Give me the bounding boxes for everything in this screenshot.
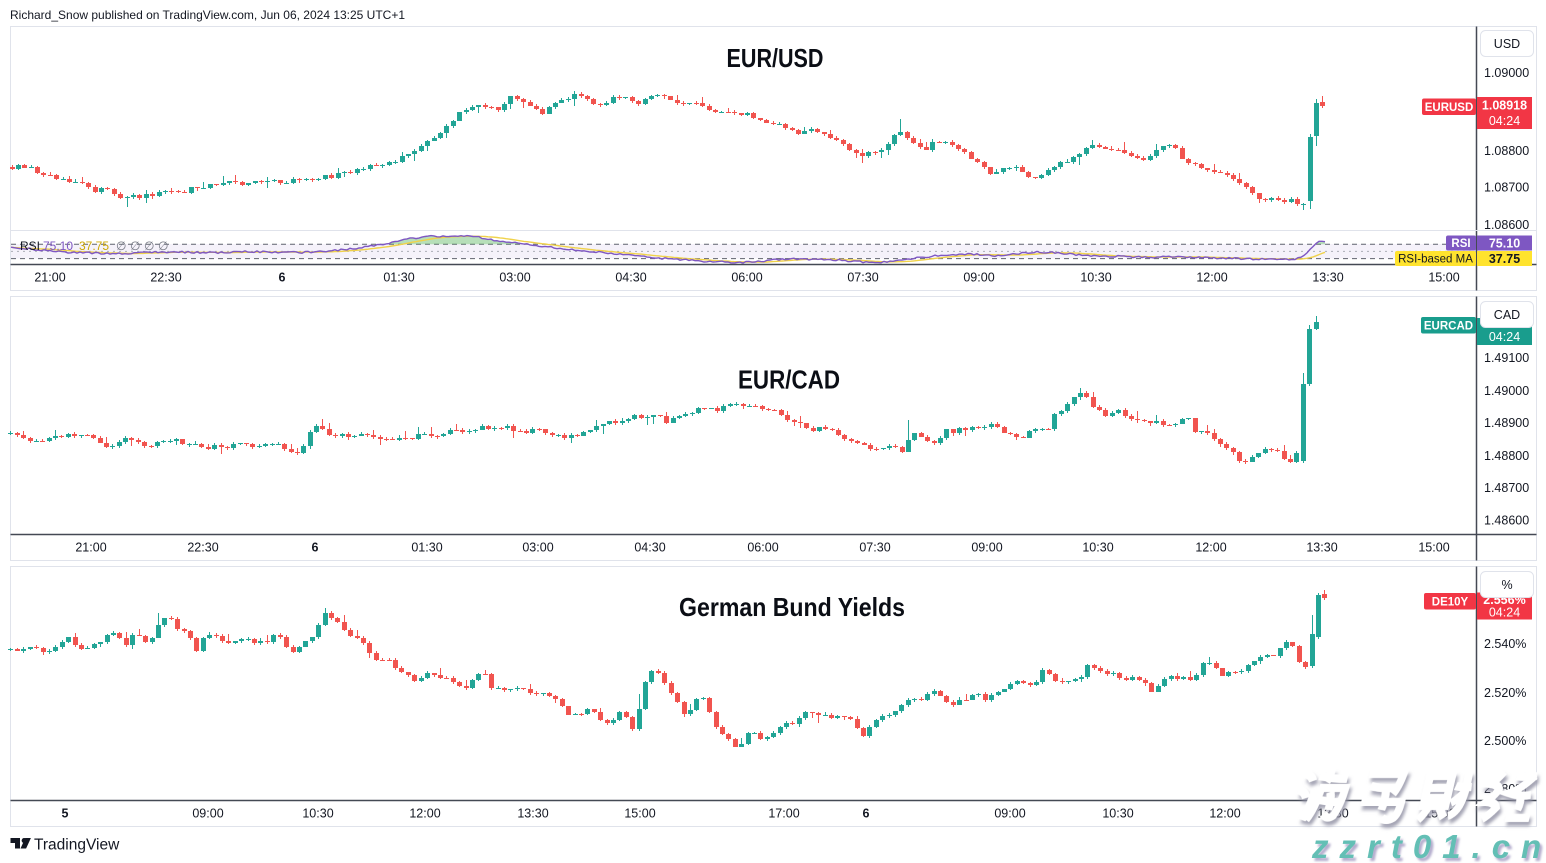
svg-text:1.08918: 1.08918	[1482, 99, 1527, 113]
svg-text:37.75: 37.75	[79, 239, 109, 253]
svg-text:21:00: 21:00	[34, 271, 65, 285]
svg-text:09:00: 09:00	[963, 271, 994, 285]
svg-text:15:00: 15:00	[1418, 541, 1449, 555]
svg-text:2.520%: 2.520%	[1484, 686, 1526, 700]
svg-text:EURUSD: EURUSD	[1425, 102, 1474, 114]
svg-text:German Bund Yields: German Bund Yields	[679, 592, 905, 622]
svg-text:1.48700: 1.48700	[1484, 481, 1529, 495]
svg-text:DE10Y: DE10Y	[1432, 596, 1469, 608]
svg-text:1.48600: 1.48600	[1484, 514, 1529, 528]
svg-text:09:00: 09:00	[971, 541, 1002, 555]
svg-text:01:30: 01:30	[383, 271, 414, 285]
svg-text:03:00: 03:00	[499, 271, 530, 285]
svg-text:2.540%: 2.540%	[1484, 637, 1526, 651]
svg-text:22:30: 22:30	[187, 541, 218, 555]
svg-text:03:00: 03:00	[522, 541, 553, 555]
svg-text:37.75: 37.75	[1489, 252, 1520, 266]
svg-text:12:00: 12:00	[1195, 541, 1226, 555]
svg-text:∅: ∅	[144, 239, 154, 253]
svg-text:1.08800: 1.08800	[1484, 144, 1529, 158]
svg-text:04:24: 04:24	[1489, 606, 1520, 620]
svg-text:09:00: 09:00	[994, 807, 1025, 821]
svg-text:6: 6	[312, 541, 319, 555]
svg-text:17:00: 17:00	[768, 807, 799, 821]
svg-text:6: 6	[279, 271, 286, 285]
svg-text:CAD: CAD	[1494, 308, 1520, 322]
svg-text:12:00: 12:00	[1196, 271, 1227, 285]
svg-text:10:30: 10:30	[1080, 271, 1111, 285]
svg-text:1.09000: 1.09000	[1484, 66, 1529, 80]
svg-text:01:30: 01:30	[411, 541, 442, 555]
svg-text:07:30: 07:30	[847, 271, 878, 285]
svg-text:EUR/USD: EUR/USD	[727, 43, 824, 73]
svg-text:RSI: RSI	[1451, 238, 1470, 250]
svg-text:21:00: 21:00	[75, 541, 106, 555]
svg-text:5: 5	[62, 807, 69, 821]
svg-text:%: %	[1501, 578, 1512, 592]
svg-text:EUR/CAD: EUR/CAD	[738, 365, 840, 395]
svg-text:EURCAD: EURCAD	[1424, 320, 1473, 332]
svg-text:75.10: 75.10	[1489, 237, 1520, 251]
svg-text:15:00: 15:00	[624, 807, 655, 821]
svg-text:∅: ∅	[130, 239, 140, 253]
svg-text:12:00: 12:00	[409, 807, 440, 821]
svg-text:Richard_Snow published on Trad: Richard_Snow published on TradingView.co…	[10, 8, 405, 22]
svg-text:04:30: 04:30	[615, 271, 646, 285]
svg-text:1.48900: 1.48900	[1484, 416, 1529, 430]
svg-text:USD: USD	[1494, 37, 1520, 51]
svg-text:RSI-based MA: RSI-based MA	[1398, 254, 1473, 266]
svg-text:1.49000: 1.49000	[1484, 384, 1529, 398]
svg-text:1.08700: 1.08700	[1484, 181, 1529, 195]
svg-text:06:00: 06:00	[731, 271, 762, 285]
svg-text:06:00: 06:00	[747, 541, 778, 555]
svg-text:15:00: 15:00	[1428, 271, 1459, 285]
svg-text:09:00: 09:00	[192, 807, 223, 821]
svg-text:07:30: 07:30	[859, 541, 890, 555]
svg-text:10:30: 10:30	[1082, 541, 1113, 555]
svg-text:RSI: RSI	[20, 239, 40, 253]
svg-text:2.500%: 2.500%	[1484, 734, 1526, 748]
svg-text:10:30: 10:30	[302, 807, 333, 821]
svg-text:04:24: 04:24	[1489, 330, 1520, 344]
svg-text:∅: ∅	[158, 239, 168, 253]
svg-text:∅: ∅	[116, 239, 126, 253]
svg-text:12:00: 12:00	[1209, 807, 1240, 821]
svg-text:TradingView: TradingView	[34, 837, 120, 854]
svg-text:13:30: 13:30	[1312, 271, 1343, 285]
svg-text:22:30: 22:30	[150, 271, 181, 285]
svg-text:04:30: 04:30	[634, 541, 665, 555]
svg-text:13:30: 13:30	[1306, 541, 1337, 555]
svg-text:04:24: 04:24	[1489, 114, 1520, 128]
svg-text:6: 6	[863, 807, 870, 821]
svg-text:1.48800: 1.48800	[1484, 449, 1529, 463]
svg-text:zzrt01.cn: zzrt01.cn	[1311, 828, 1546, 863]
svg-text:10:30: 10:30	[1102, 807, 1133, 821]
svg-text:1.08600: 1.08600	[1484, 218, 1529, 232]
svg-text:1.49100: 1.49100	[1484, 351, 1529, 365]
svg-text:13:30: 13:30	[517, 807, 548, 821]
svg-text:75.10: 75.10	[43, 239, 73, 253]
